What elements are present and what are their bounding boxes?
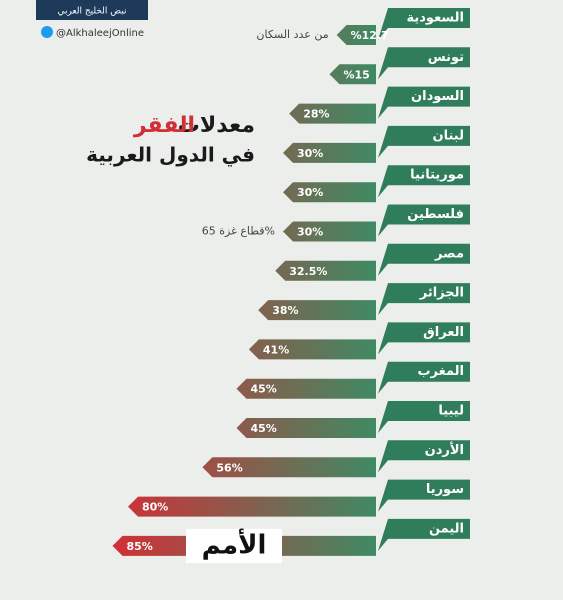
value-label: 85%	[127, 540, 153, 553]
category-label: موريتانيا	[410, 168, 464, 183]
value-label: %12.7	[351, 29, 389, 42]
bar	[283, 182, 376, 203]
category-label: السودان	[411, 89, 464, 104]
watermark: الأمم	[202, 528, 267, 560]
category-tab	[378, 86, 470, 119]
category-tab	[378, 283, 470, 316]
annotation: قطاع غزة 65%	[202, 225, 275, 238]
bar	[289, 103, 376, 124]
category-tab	[378, 125, 470, 158]
bar	[275, 260, 376, 281]
bar	[283, 221, 376, 242]
handle: @AlkhaleejOnline	[56, 28, 144, 39]
bar	[248, 339, 376, 360]
category-label: الأردن	[425, 441, 464, 458]
bar	[258, 300, 376, 321]
category-tab	[378, 361, 470, 394]
category-label: السعودية	[407, 11, 465, 26]
category-label: اليمن	[429, 521, 464, 536]
category-tab	[378, 401, 470, 433]
category-label: المغرب	[417, 364, 464, 379]
title-highlight: الفقر	[133, 113, 195, 138]
bar	[336, 25, 376, 45]
category-label: تونس	[428, 50, 464, 65]
value-label: 38%	[272, 304, 298, 317]
category-label: سوريا	[426, 482, 464, 497]
category-label: العراق	[423, 325, 464, 340]
value-label: 30%	[297, 147, 323, 160]
category-label: ليبيا	[438, 404, 464, 419]
value-label: 28%	[303, 108, 329, 121]
annotation: من عدد السكان	[256, 28, 328, 41]
category-label: لبنان	[433, 128, 464, 143]
category-tab	[378, 165, 470, 198]
category-label: الجزائر	[419, 286, 464, 301]
bar	[128, 496, 376, 517]
value-label: 41%	[263, 343, 289, 356]
logo-tagline: نبض الخليج العربي	[57, 7, 126, 17]
category-tab	[378, 518, 470, 551]
category-tab	[378, 8, 470, 40]
category-tab	[378, 479, 470, 512]
bar	[329, 64, 376, 85]
title-word: معدلات	[178, 113, 255, 138]
watermark-bg	[186, 528, 282, 563]
category-tab	[378, 322, 470, 355]
bar	[236, 418, 376, 438]
value-label: 30%	[297, 226, 323, 239]
category-label: مصر	[434, 246, 464, 261]
twitter-icon	[41, 26, 53, 38]
bar	[283, 142, 376, 163]
category-tab	[378, 440, 470, 473]
category-tab	[378, 204, 470, 237]
value-label: 45%	[251, 422, 277, 435]
category-tab	[378, 47, 470, 80]
value-label: 80%	[142, 501, 168, 514]
bar	[202, 457, 376, 478]
category-label: فلسطين	[407, 207, 464, 222]
logo-box	[36, 0, 148, 20]
value-label: 30%	[297, 186, 323, 199]
value-label: 32.5%	[289, 265, 327, 278]
title-line: في الدول العربية	[86, 143, 255, 168]
value-label: 45%	[251, 383, 277, 396]
bar	[236, 378, 376, 399]
value-label: %15	[344, 68, 370, 81]
category-tab	[378, 243, 470, 276]
value-label: 56%	[216, 461, 242, 474]
